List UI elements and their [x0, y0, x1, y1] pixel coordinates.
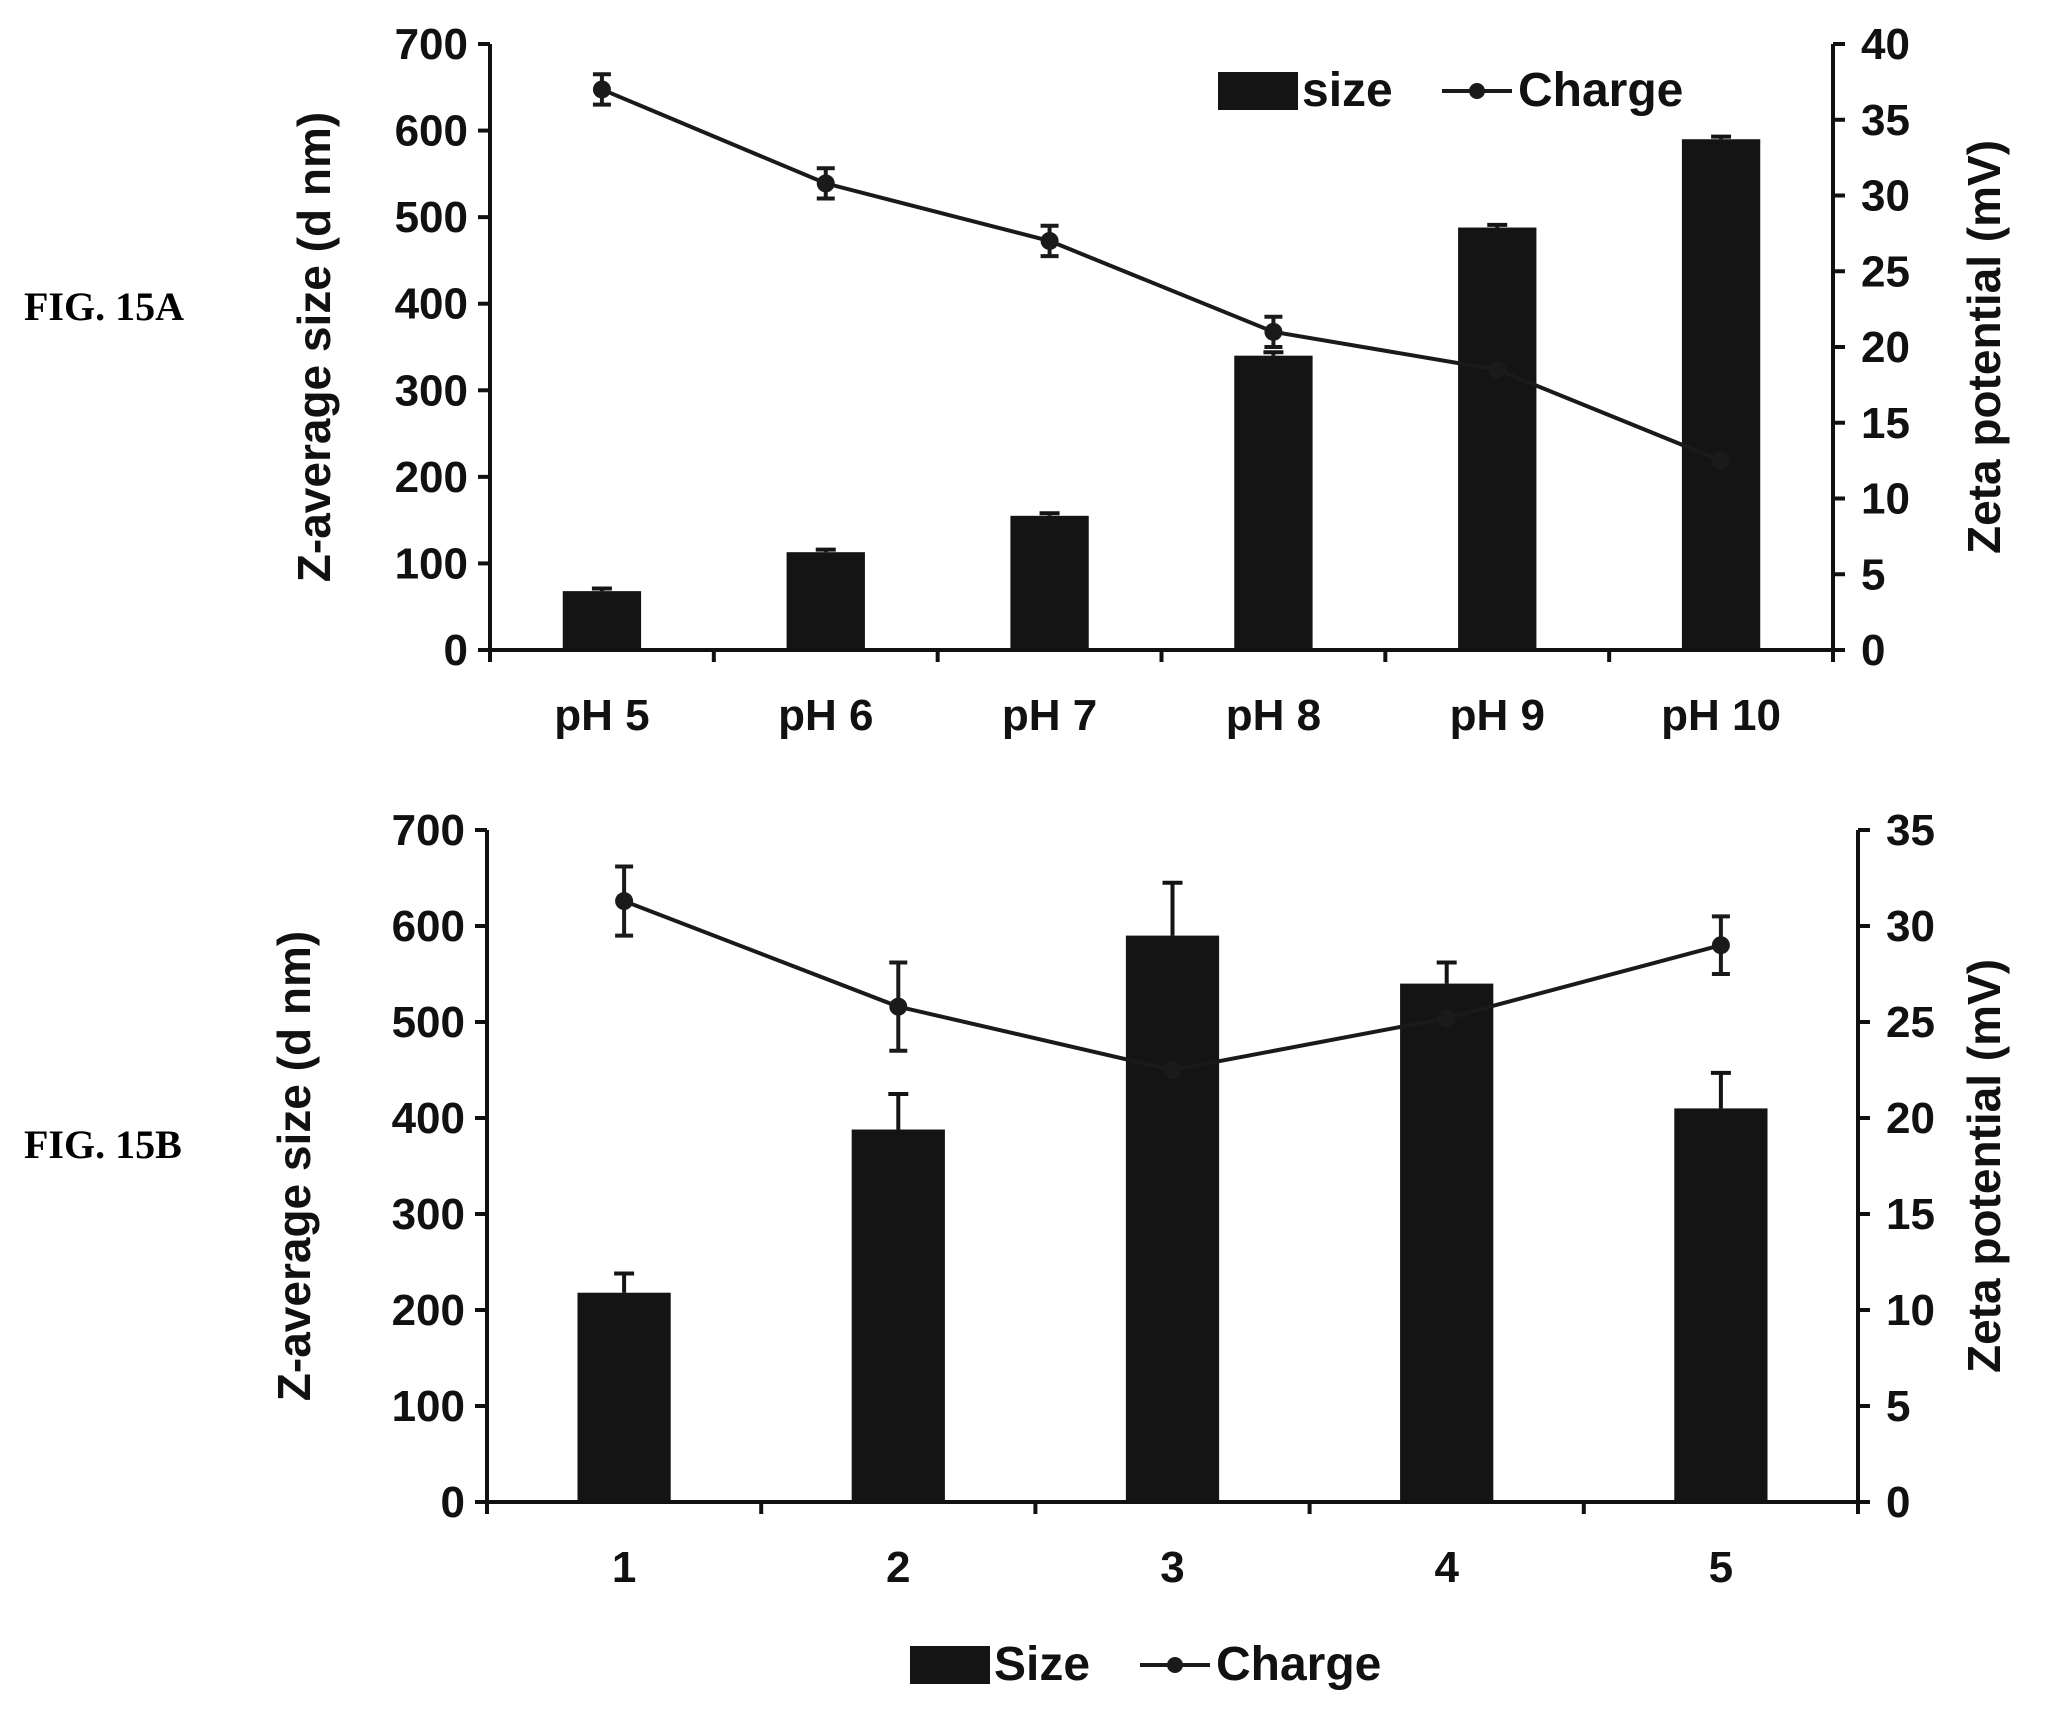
size-bar — [1674, 1108, 1768, 1502]
x-tick-label: pH 6 — [778, 691, 873, 740]
left-tick-label: 700 — [395, 20, 468, 69]
charge-point — [816, 174, 835, 193]
right-tick-label: 10 — [1861, 475, 1910, 524]
charge-point — [1488, 360, 1507, 379]
charge-line — [601, 87, 1722, 463]
left-tick-label: 700 — [392, 806, 465, 855]
charge-point — [889, 997, 908, 1016]
left-tick-label: 200 — [392, 1286, 465, 1335]
charge-point — [1712, 451, 1731, 470]
left-axis-title: Z-average size (d nm) — [288, 112, 340, 582]
size-bar — [577, 1292, 671, 1502]
left-tick-label: 400 — [392, 1094, 465, 1143]
left-tick-label: 300 — [395, 366, 468, 415]
x-tick-label: 1 — [612, 1543, 636, 1592]
right-tick-label: 40 — [1861, 20, 1910, 69]
size-bar — [1010, 515, 1089, 650]
charge-point — [615, 892, 634, 911]
right-tick-label: 25 — [1861, 247, 1910, 296]
size-bar — [1400, 983, 1494, 1502]
size-bar — [1458, 227, 1537, 650]
size-bar — [851, 1129, 945, 1502]
legend-charge-label: Charge — [1518, 64, 1683, 117]
figure-label-15a: FIG. 15A — [24, 284, 184, 329]
right-tick-label: 10 — [1886, 1286, 1935, 1335]
left-tick-label: 600 — [392, 902, 465, 951]
right-tick-label: 25 — [1886, 998, 1935, 1047]
right-tick-label: 15 — [1886, 1190, 1935, 1239]
charge-point — [1163, 1061, 1182, 1079]
legend-charge-label: Charge — [1216, 1638, 1381, 1691]
legend-charge-marker — [1167, 1657, 1183, 1673]
x-tick-label: 5 — [1709, 1543, 1733, 1592]
right-tick-label: 5 — [1861, 550, 1885, 599]
size-bar — [1125, 935, 1220, 1502]
left-tick-label: 200 — [395, 453, 468, 502]
x-tick-label: 4 — [1434, 1543, 1459, 1592]
left-tick-label: 500 — [395, 193, 468, 242]
chart-15a: 0 100 200 300 400 500 600 700 0 5 10 15 20 25 30 35 40 pH… — [288, 20, 2010, 740]
legend-size-swatch — [1218, 72, 1298, 110]
chart-15b: 0 100 200 300 400 500 600 700 0 5 10 15 20 25 30 35 1 2 3 4… — [268, 806, 2010, 1691]
right-axis-title: Zeta potential (mV) — [1958, 140, 2010, 554]
charge-point — [592, 80, 611, 99]
right-tick-label: 5 — [1886, 1382, 1910, 1431]
legend-size-swatch — [910, 1646, 990, 1684]
charge-point — [1437, 1009, 1456, 1028]
left-tick-label: 500 — [392, 998, 465, 1047]
legend-size-label: size — [1302, 64, 1393, 117]
size-bar — [1681, 139, 1761, 650]
x-tick-label: pH 8 — [1226, 691, 1321, 740]
right-tick-label: 20 — [1886, 1094, 1935, 1143]
left-tick-label: 0 — [441, 1478, 465, 1527]
charge-point — [1040, 231, 1059, 250]
legend-charge-marker — [1469, 83, 1485, 99]
right-tick-label: 35 — [1861, 96, 1910, 145]
left-tick-label: 100 — [392, 1382, 465, 1431]
charge-point — [1711, 936, 1730, 955]
left-tick-label: 100 — [395, 539, 468, 588]
x-tick-label: pH 5 — [554, 691, 649, 740]
right-tick-label: 30 — [1886, 902, 1935, 951]
size-bar — [786, 552, 865, 650]
right-tick-label: 30 — [1861, 172, 1910, 221]
size-bar — [562, 591, 642, 650]
figure-label-15b: FIG. 15B — [24, 1122, 182, 1167]
right-tick-label: 20 — [1861, 323, 1910, 372]
right-tick-label: 15 — [1861, 399, 1910, 448]
left-tick-label: 400 — [395, 280, 468, 329]
legend-size-label: Size — [994, 1638, 1090, 1691]
x-tick-label: 2 — [886, 1543, 910, 1592]
x-tick-label: pH 9 — [1450, 691, 1545, 740]
left-axis-title: Z-average size (d nm) — [268, 931, 320, 1401]
charge-point — [1264, 322, 1283, 341]
right-tick-label: 0 — [1886, 1478, 1910, 1527]
right-tick-label: 35 — [1886, 806, 1935, 855]
size-bar — [1234, 355, 1313, 650]
right-tick-label: 0 — [1861, 626, 1885, 675]
right-axis-title: Zeta potential (mV) — [1958, 959, 2010, 1373]
x-tick-label: pH 7 — [1002, 691, 1097, 740]
x-tick-label: 3 — [1160, 1543, 1184, 1592]
left-tick-label: 600 — [395, 107, 468, 156]
x-tick-label: pH 10 — [1661, 691, 1781, 740]
left-tick-label: 300 — [392, 1190, 465, 1239]
left-tick-label: 0 — [444, 626, 468, 675]
